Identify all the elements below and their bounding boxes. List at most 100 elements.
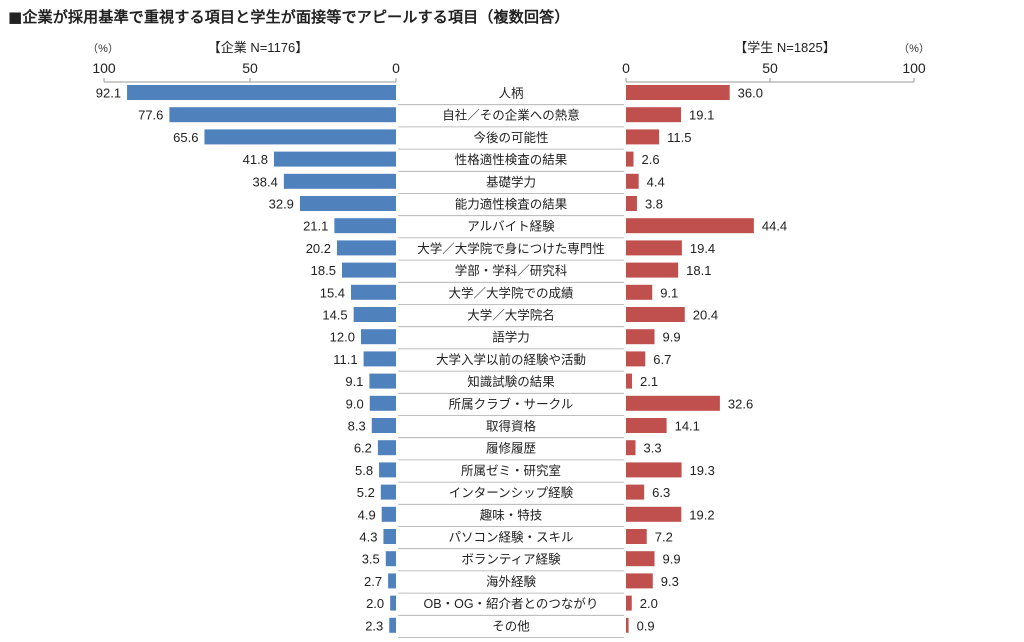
- company-value-label: 18.5: [311, 263, 336, 278]
- company-bar: [388, 573, 396, 589]
- student-value-label: 9.3: [661, 574, 679, 589]
- company-bar: [363, 351, 396, 367]
- category-label: 知識試験の結果: [467, 374, 555, 389]
- left-tick-label: 0: [392, 60, 400, 76]
- category-label: その他: [492, 619, 530, 633]
- company-value-label: 15.4: [320, 285, 345, 300]
- student-bar: [626, 240, 682, 256]
- student-value-label: 2.1: [640, 374, 658, 389]
- student-bar: [626, 595, 632, 611]
- category-label: 大学／大学院で身につけた専門性: [417, 241, 605, 256]
- student-bar: [626, 307, 685, 322]
- category-label: 大学入学以前の経験や活動: [436, 352, 586, 367]
- student-bar: [626, 418, 667, 433]
- category-label: 人柄: [498, 87, 523, 101]
- company-bar: [351, 284, 396, 300]
- student-bar: [626, 506, 682, 522]
- student-value-label: 14.1: [675, 419, 700, 434]
- company-value-label: 9.1: [345, 374, 363, 389]
- student-bar: [626, 573, 653, 589]
- company-bar: [283, 173, 396, 189]
- student-series-label: 【学生 N=1825】: [734, 40, 836, 55]
- company-bar: [381, 506, 396, 522]
- company-bar: [389, 617, 396, 633]
- student-bar: [626, 218, 754, 234]
- student-bar: [626, 351, 646, 367]
- category-label: 学部・学科／研究科: [455, 263, 568, 278]
- student-value-label: 0.9: [637, 618, 655, 633]
- right-unit-label: （%）: [898, 42, 930, 55]
- company-bar: [273, 151, 396, 167]
- student-value-label: 4.4: [647, 174, 665, 189]
- student-value-label: 7.2: [655, 530, 673, 545]
- company-value-label: 77.6: [138, 108, 163, 123]
- company-series-label: 【企業 N=1176】: [208, 40, 309, 55]
- left-tick-label: 50: [242, 60, 258, 76]
- company-bar: [380, 484, 396, 500]
- student-bar: [626, 85, 730, 100]
- student-bar: [626, 173, 639, 189]
- category-label: 基礎学力: [486, 174, 536, 189]
- student-bar: [626, 262, 679, 278]
- company-value-label: 5.2: [357, 485, 375, 500]
- student-bar: [626, 284, 653, 300]
- company-bar: [299, 196, 396, 211]
- company-bar: [341, 262, 396, 278]
- category-label: 語学力: [492, 330, 530, 345]
- company-value-label: 4.3: [359, 530, 377, 545]
- category-label: 性格適性検査の結果: [455, 152, 568, 167]
- student-value-label: 6.3: [652, 485, 670, 500]
- student-bar: [626, 329, 655, 345]
- company-value-label: 38.4: [253, 174, 278, 189]
- company-value-label: 14.5: [322, 308, 347, 323]
- student-value-label: 32.6: [728, 396, 753, 411]
- category-label: 趣味・特技: [480, 507, 543, 522]
- company-bar: [334, 218, 396, 234]
- category-label: 今後の可能性: [473, 130, 548, 145]
- company-value-label: 2.3: [365, 618, 383, 633]
- left-tick-label: 100: [92, 60, 116, 76]
- company-value-label: 41.8: [243, 152, 268, 167]
- student-bar: [626, 462, 682, 478]
- company-value-label: 8.3: [348, 419, 366, 434]
- student-value-label: 6.7: [653, 352, 671, 367]
- student-value-label: 44.4: [762, 219, 787, 234]
- category-label: 所属ゼミ・研究室: [461, 463, 561, 478]
- student-value-label: 9.9: [663, 330, 681, 345]
- student-value-label: 3.8: [645, 197, 663, 212]
- category-label: 取得資格: [486, 419, 537, 434]
- right-tick-label: 0: [622, 60, 630, 76]
- category-label: パソコン経験・スキル: [448, 530, 573, 545]
- student-bar: [626, 196, 637, 211]
- right-tick-label: 50: [762, 60, 778, 76]
- company-bar: [204, 129, 396, 145]
- company-value-label: 12.0: [330, 330, 355, 345]
- student-bar: [626, 107, 682, 123]
- company-value-label: 6.2: [354, 441, 372, 456]
- student-value-label: 36.0: [738, 86, 763, 101]
- company-value-label: 5.8: [355, 463, 373, 478]
- company-value-label: 11.1: [333, 352, 357, 367]
- category-label: ボランティア経験: [461, 552, 561, 567]
- student-bar: [626, 395, 720, 411]
- category-label: アルバイト経験: [467, 219, 555, 234]
- company-bar: [369, 395, 396, 411]
- company-value-label: 9.0: [346, 396, 364, 411]
- company-bar: [169, 107, 396, 123]
- company-bar: [377, 440, 396, 456]
- student-value-label: 11.5: [667, 130, 691, 145]
- company-bar: [369, 373, 396, 389]
- company-value-label: 21.1: [303, 219, 328, 234]
- company-value-label: 2.7: [364, 574, 382, 589]
- student-value-label: 2.0: [640, 596, 658, 611]
- company-bar: [379, 462, 396, 478]
- student-bar: [626, 484, 645, 500]
- company-bar: [353, 307, 396, 322]
- company-bar: [127, 85, 397, 100]
- student-value-label: 19.4: [690, 241, 715, 256]
- student-value-label: 20.4: [693, 308, 718, 323]
- company-value-label: 65.6: [173, 130, 198, 145]
- company-value-label: 4.9: [358, 507, 376, 522]
- student-bar: [626, 440, 636, 456]
